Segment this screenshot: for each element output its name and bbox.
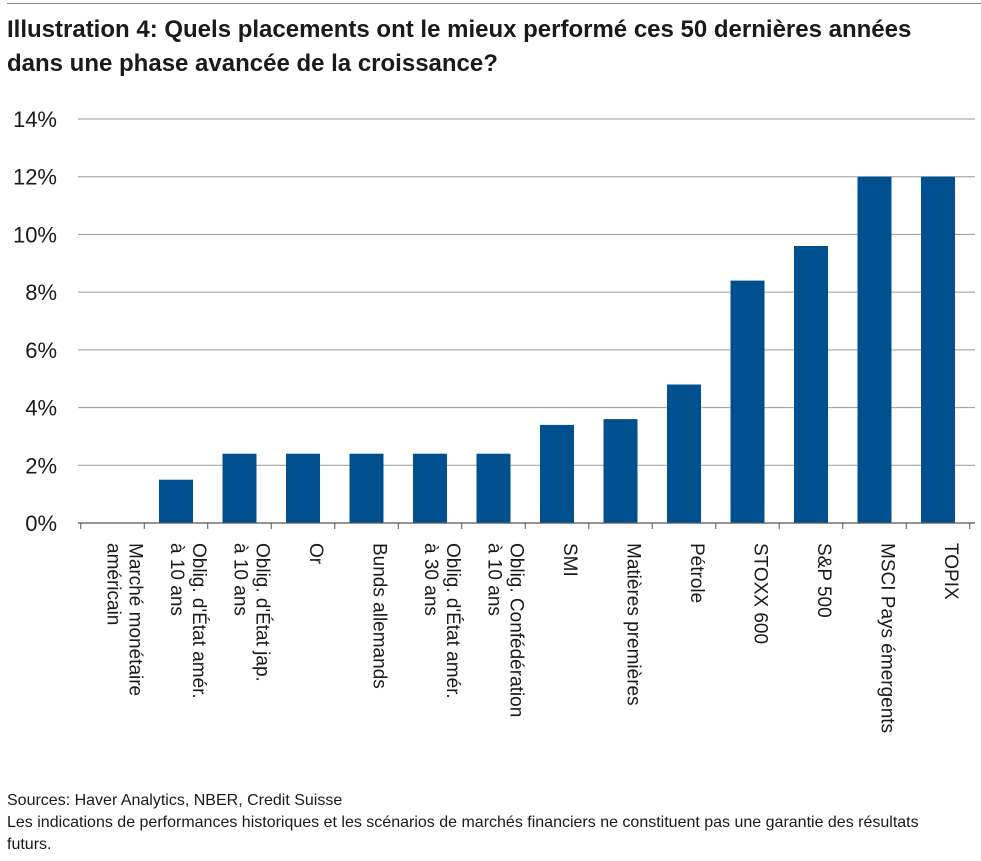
x-tick-label: Matières premières <box>623 543 644 706</box>
x-tick-label: Marché monétaire <box>125 543 146 696</box>
bar <box>159 479 193 523</box>
bar <box>603 419 638 523</box>
x-tick-label: Or <box>305 543 326 565</box>
y-tick-label: 0% <box>25 511 57 536</box>
y-tick-label: 12% <box>13 165 57 190</box>
x-tick-label: Oblig. d'État amér. <box>442 543 463 699</box>
bar <box>349 453 384 523</box>
bar <box>476 453 511 523</box>
axes <box>78 522 975 529</box>
y-tick-label: 8% <box>25 280 57 305</box>
bar <box>794 246 828 523</box>
x-tick-label: à 30 ans <box>420 543 441 616</box>
y-tick-label: 14% <box>13 107 57 132</box>
x-tick-label: Pétrole <box>686 543 707 603</box>
x-tick-label: Oblig. d'État amér. <box>188 543 209 699</box>
x-tick-label: à 10 ans <box>230 543 251 616</box>
y-tick-label: 6% <box>25 338 57 363</box>
x-tick-label: SMI <box>559 543 580 577</box>
top-rule <box>7 3 981 4</box>
x-tick-label: MSCI Pays émergents <box>877 543 898 733</box>
bar <box>730 280 765 523</box>
gridlines <box>78 118 975 466</box>
bar <box>921 176 955 523</box>
y-tick-label: 10% <box>13 222 57 247</box>
bar <box>540 424 574 523</box>
bar <box>222 453 257 523</box>
sources-note: Sources: Haver Analytics, NBER, Credit S… <box>7 792 343 809</box>
x-tick-label: à 10 ans <box>166 543 187 616</box>
x-tick-label: américain <box>103 543 124 625</box>
x-tick-label: Oblig. d'État jap. <box>252 543 273 682</box>
bar <box>413 453 447 523</box>
chart-title: Illustration 4: Quels placements ont le … <box>7 16 912 77</box>
y-tick-label: 2% <box>25 453 57 478</box>
x-tick-label: STOXX 600 <box>750 543 771 644</box>
disclaimer-note: Les indications de performances historiq… <box>7 814 919 853</box>
y-tick-label: 4% <box>25 396 57 421</box>
x-tick-label: Oblig. Confédération <box>506 543 527 717</box>
x-tick-label: S&P 500 <box>813 543 834 618</box>
footer: Sources: Haver Analytics, NBER, Credit S… <box>7 790 967 856</box>
bars <box>159 176 955 523</box>
bar <box>857 176 892 523</box>
x-tick-label: à 10 ans <box>484 543 505 616</box>
y-tick-labels: 0% 2% 4% 6% 8% 10% 12% 14% <box>13 107 57 536</box>
x-tick-label: TOPIX <box>940 543 961 600</box>
x-tick-label: Bunds allemands <box>369 543 390 689</box>
bar <box>286 453 320 523</box>
bar <box>667 384 701 523</box>
